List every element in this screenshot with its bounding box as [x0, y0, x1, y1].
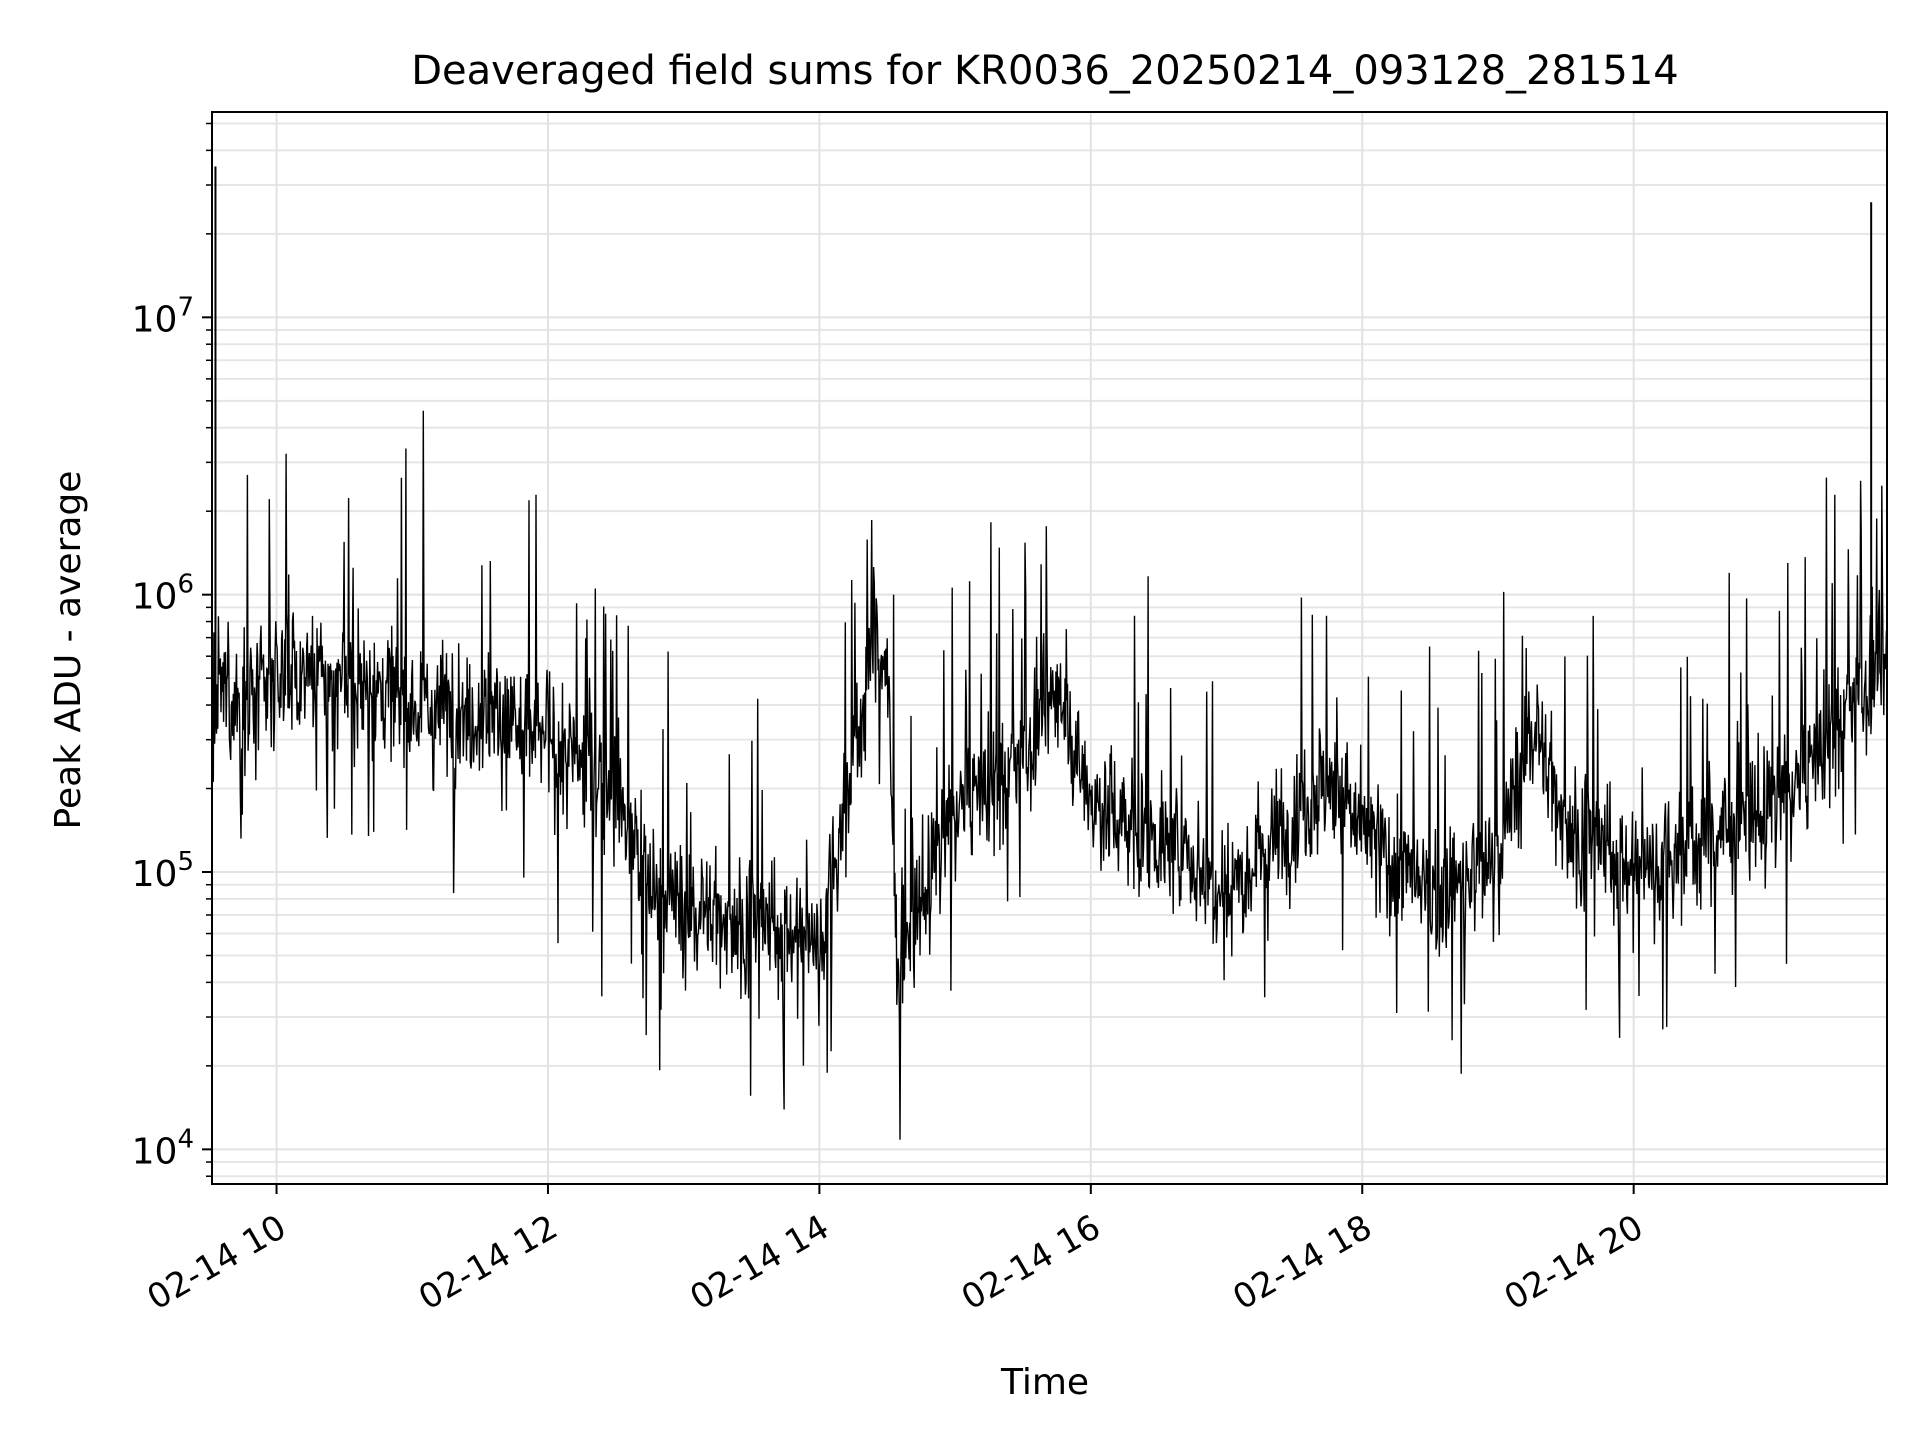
- plot-frame: [211, 111, 1888, 1185]
- y-tick-label: 105: [132, 847, 194, 895]
- y-axis-label: Peak ADU - average: [48, 471, 89, 830]
- y-tick-label: 106: [132, 570, 194, 618]
- chart-title: Deaveraged field sums for KR0036_2025021…: [411, 48, 1679, 94]
- series-line: [211, 410, 1888, 1140]
- data-series: [211, 166, 1888, 1140]
- x-axis-label: Time: [1000, 1362, 1089, 1403]
- y-tick-label: 104: [132, 1124, 194, 1172]
- y-tick-label: 107: [132, 292, 194, 340]
